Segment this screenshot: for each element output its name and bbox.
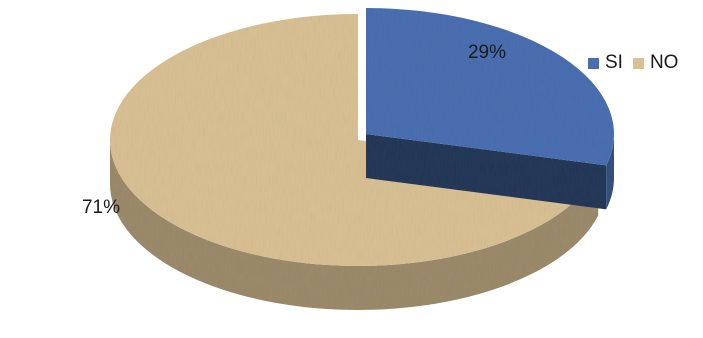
pie-slice-si-side [606,134,614,210]
legend-item-no: NO [632,52,679,74]
pie-slice-no-top [110,14,599,266]
chart-legend: SI NO [588,52,688,74]
pie-slice-no-side [110,140,599,310]
data-label-si: 29% [468,42,506,63]
pie-data-labels: 29% 71% [82,42,506,218]
pie-slice-no [110,14,599,310]
pie-slice-si [366,8,614,210]
legend-label-si: SI [605,52,623,73]
legend-swatch-no [632,57,644,69]
legend-swatch-si [588,57,599,69]
pie-slice-si-cut-face [366,134,607,210]
pie-slice-si-top [366,8,614,166]
pie-slices [110,8,614,310]
legend-item-si: SI [588,52,623,74]
legend-label-no: NO [649,52,679,73]
data-label-no: 71% [82,197,120,218]
